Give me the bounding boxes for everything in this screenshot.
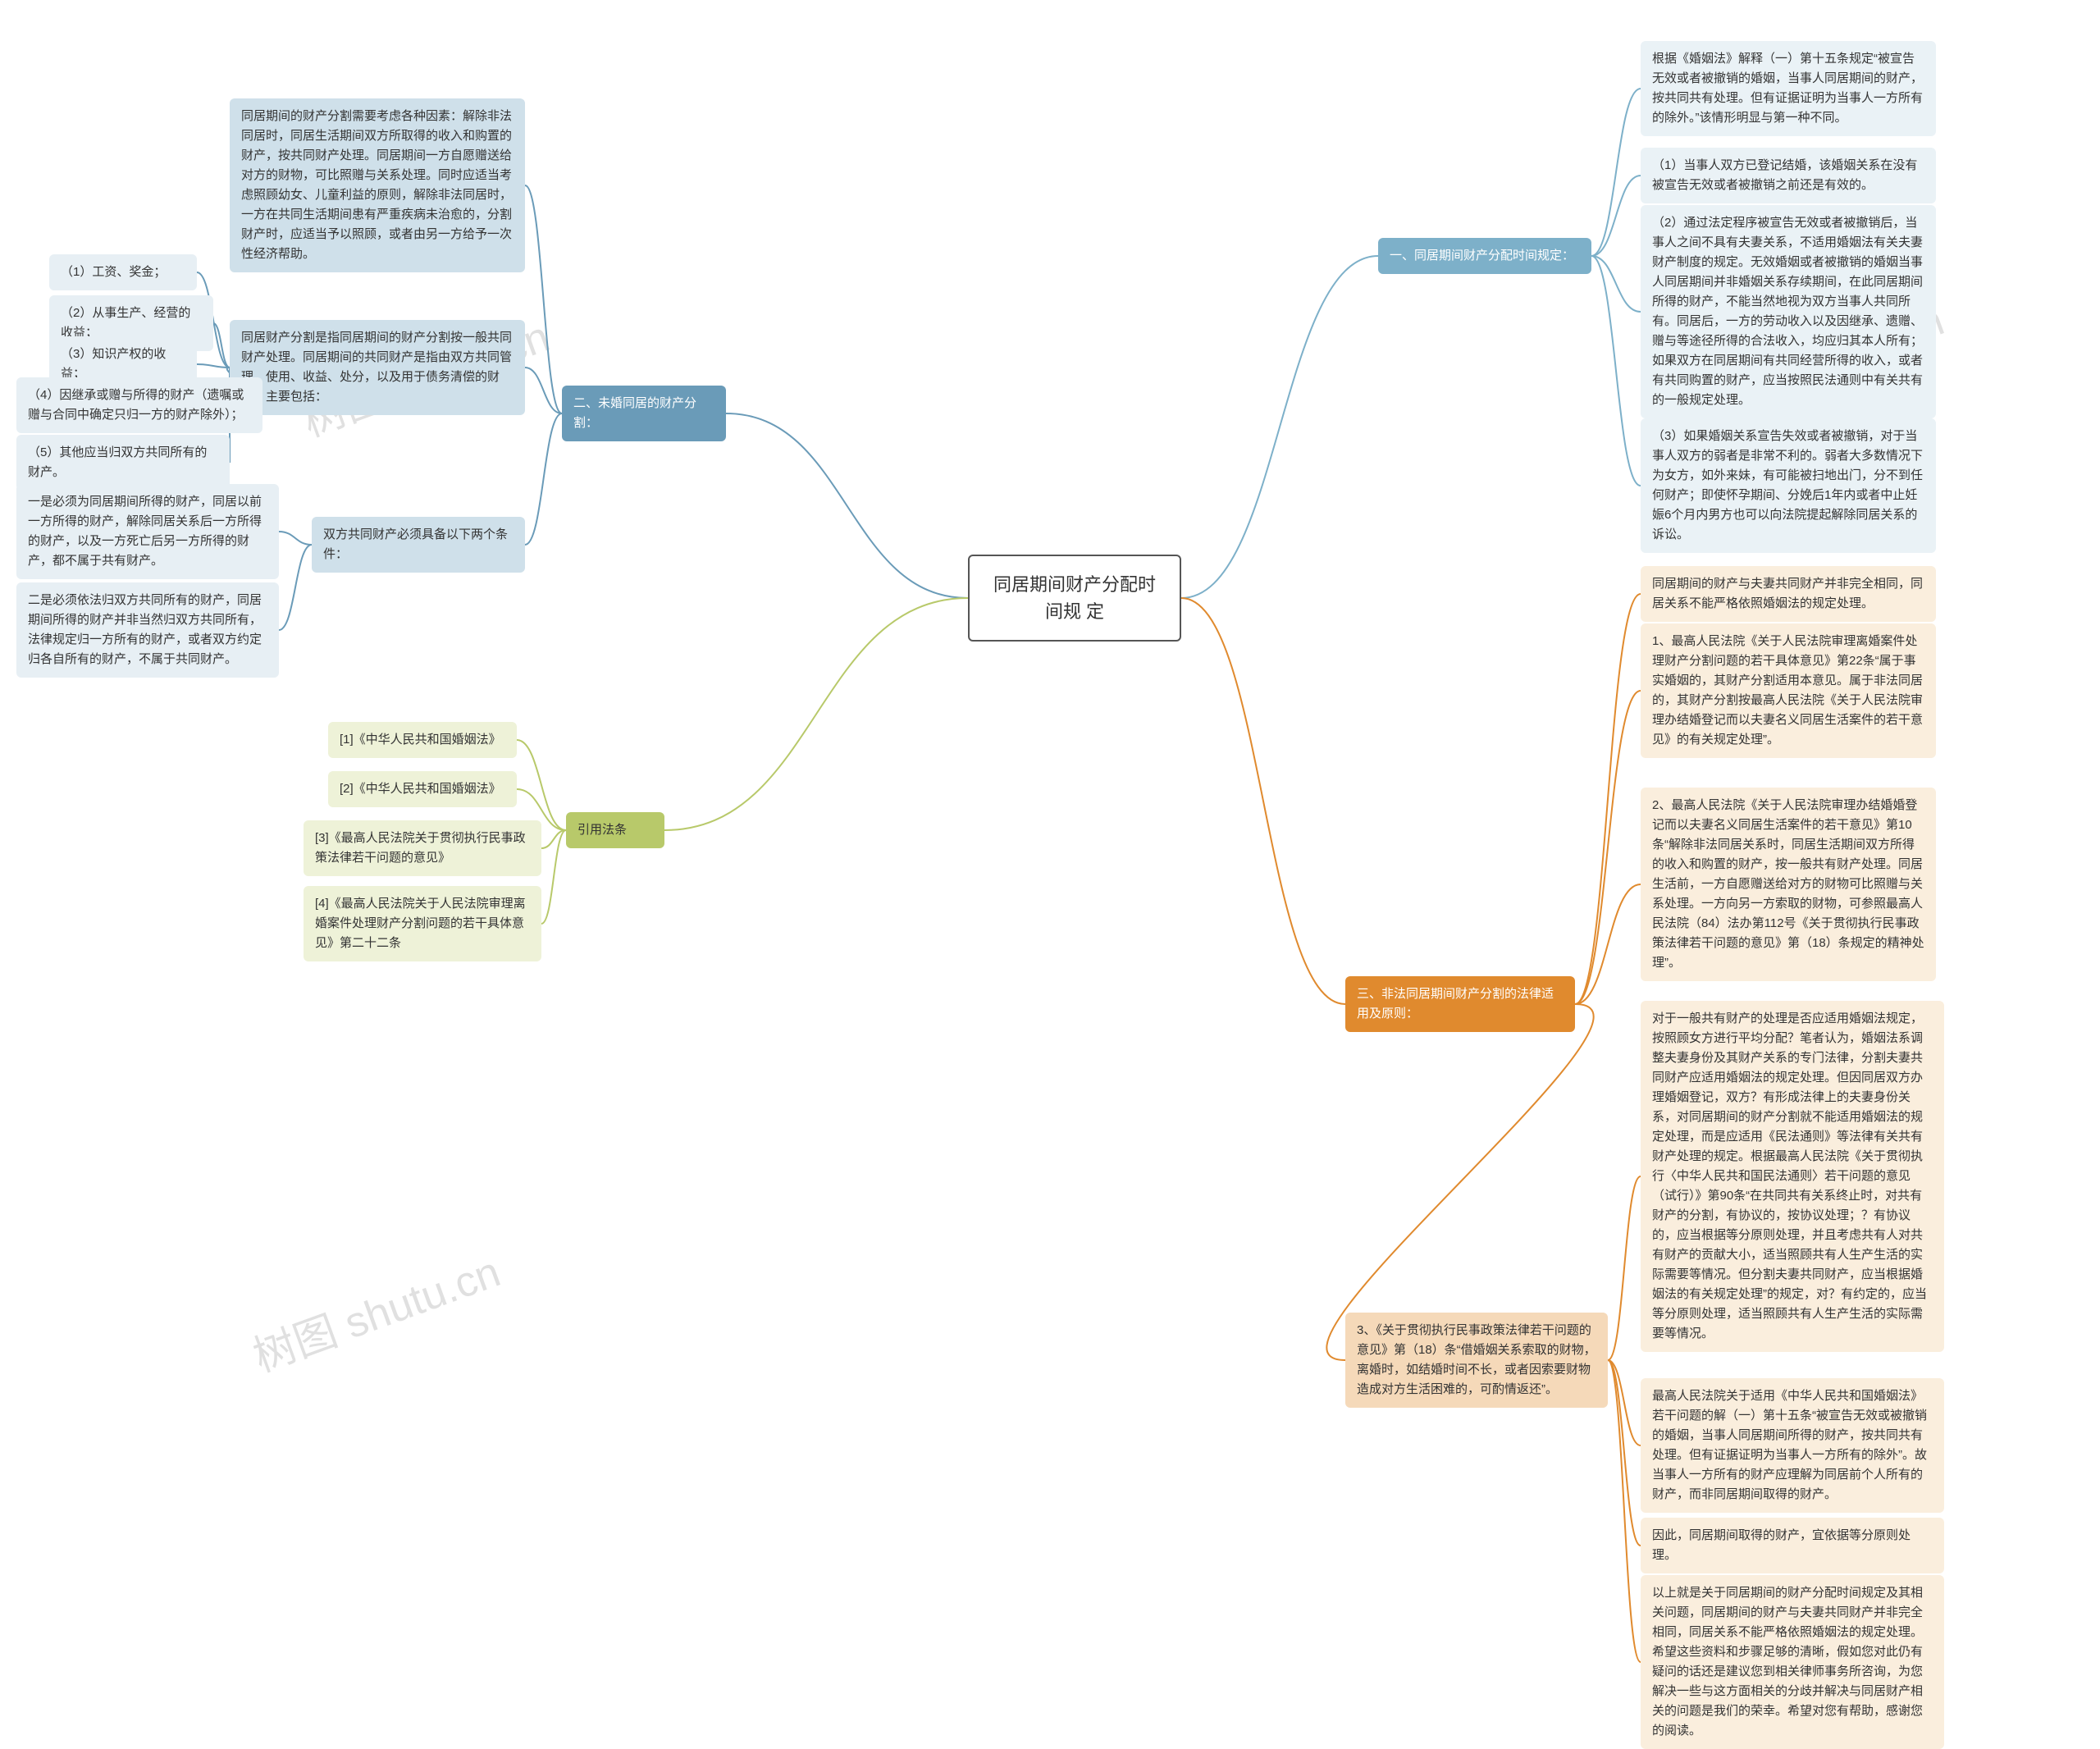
branch2-sub3-leaf: 一是必须为同居期间所得的财产，同居以前一方所得的财产，解除同居关系后一方所得的财… [16,484,279,579]
branch1-leaf: （1）当事人双方已登记结婚，该婚姻关系在没有被宣告无效或者被撤销之前还是有效的。 [1641,148,1936,203]
branch2-sub3-leaf: 二是必须依法归双方共同所有的财产，同居期间所得的财产并非当然归双方共同所有，法律… [16,582,279,678]
branch3-sub2-leaf: 最高人民法院关于适用《中华人民共和国婚姻法》若干问题的解（一）第十五条“被宣告无… [1641,1378,1944,1513]
branch4-leaf: [3]《最高人民法院关于贯彻执行民事政策法律若干问题的意见》 [304,820,541,876]
branch2-title: 二、未婚同居的财产分割： [562,386,726,441]
branch3-title: 三、非法同居期间财产分割的法律适用及原则： [1345,976,1575,1032]
branch4-title: 引用法条 [566,812,664,848]
branch2-sub1: 同居期间的财产分割需要考虑各种因素：解除非法同居时，同居生活期间双方所取得的收入… [230,98,525,272]
branch3-sub1-leaf: 1、最高人民法院《关于人民法院审理离婚案件处理财产分割问题的若干具体意见》第22… [1641,623,1936,758]
branch1-leaf: （2）通过法定程序被宣告无效或者被撤销后，当事人之间不具有夫妻关系，不适用婚姻法… [1641,205,1936,418]
branch3-sub2: 3、《关于贯彻执行民事政策法律若干问题的意见》第（18）条“借婚姻关系索取的财物… [1345,1313,1608,1408]
branch3-sub1-leaf: 2、最高人民法院《关于人民法院审理办结婚婚登记而以夫妻名义同居生活案件的若干意见… [1641,788,1936,981]
branch1-leaf: 根据《婚姻法》解释（一）第十五条规定“被宣告无效或者被撤销的婚姻，当事人同居期间… [1641,41,1936,136]
branch2-sub3: 双方共同财产必须具备以下两个条件： [312,517,525,573]
branch3-sub1-leaf: 同居期间的财产与夫妻共同财产并非完全相同，同居关系不能严格依照婚姻法的规定处理。 [1641,566,1936,622]
branch2-sub2-leaf: （5）其他应当归双方共同所有的财产。 [16,435,230,491]
branch1-leaf: （3）如果婚姻关系宣告失效或者被撤销，对于当事人双方的弱者是非常不利的。弱者大多… [1641,418,1936,553]
branch3-sub2-leaf: 因此，同居期间取得的财产，宜依据等分原则处理。 [1641,1518,1944,1573]
watermark: 树图 shutu.cn [244,1237,508,1383]
branch2-sub2-leaf: （4）因继承或赠与所得的财产（遗嘱或赠与合同中确定只归一方的财产除外）； [16,377,262,433]
branch1-title: 一、同居期间财产分配时间规定： [1378,238,1591,274]
branch4-leaf: [4]《最高人民法院关于人民法院审理离婚案件处理财产分割问题的若干具体意见》第二… [304,886,541,961]
branch4-leaf: [1]《中华人民共和国婚姻法》 [328,722,517,758]
branch3-sub2-leaf: 对于一般共有财产的处理是否应适用婚姻法规定，按照顾女方进行平均分配？笔者认为，婚… [1641,1001,1944,1352]
branch2-sub2: 同居财产分割是指同居期间的财产分割按一般共同财产处理。同居期间的共同财产是指由双… [230,320,525,415]
branch4-leaf: [2]《中华人民共和国婚姻法》 [328,771,517,807]
root-node: 同居期间财产分配时间规 定 [968,555,1181,642]
branch2-sub2-leaf: （1）工资、奖金； [49,254,197,290]
branch3-sub2-leaf: 以上就是关于同居期间的财产分配时间规定及其相关问题，同居期间的财产与夫妻共同财产… [1641,1575,1944,1749]
